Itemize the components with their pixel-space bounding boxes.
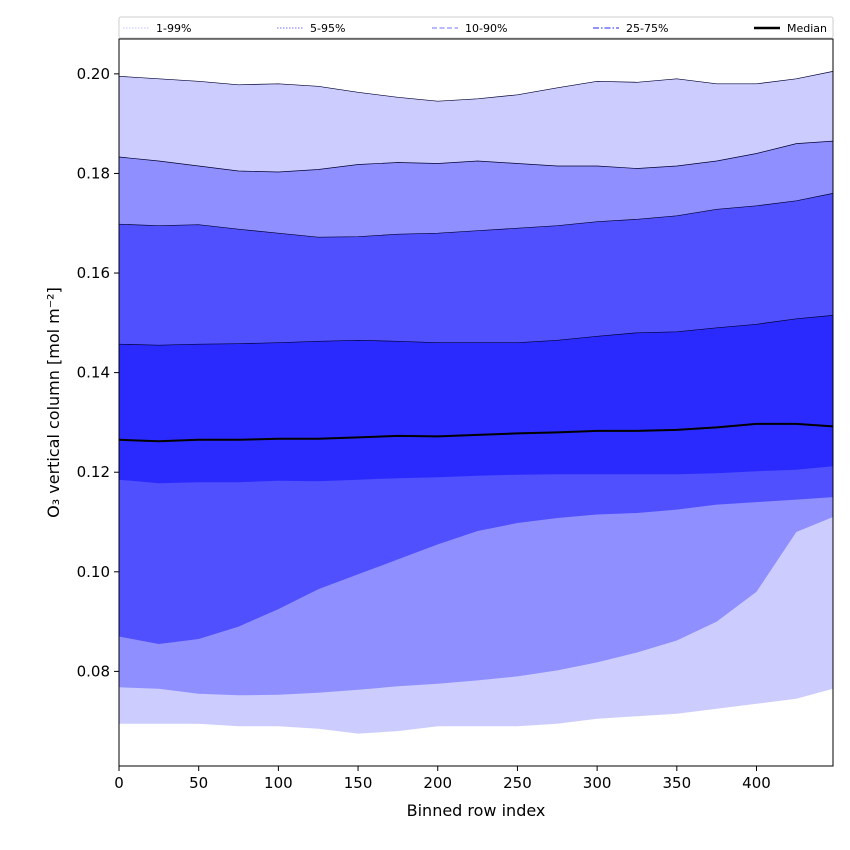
legend-label: 1-99%: [156, 22, 191, 35]
band-25-to-75: [119, 315, 833, 484]
x-axis-label: Binned row index: [407, 801, 546, 820]
x-tick-label: 150: [344, 774, 373, 792]
median-series: [118, 422, 834, 443]
x-tick-label: 100: [264, 774, 293, 792]
y-axis-label: O₃ vertical column [mol m⁻²]: [44, 287, 63, 518]
percentile-bands: [118, 71, 834, 734]
y-tick-label: 0.18: [77, 164, 110, 182]
plot-frame: [118, 38, 834, 767]
legend-label: 10-90%: [465, 22, 507, 35]
y-tick-label: 0.10: [77, 563, 110, 581]
y-axis: 0.08 0.10 0.12 0.14 0.16 0.18 0.20: [77, 65, 119, 680]
legend-label: Median: [787, 22, 827, 35]
band-upper-edge: [118, 315, 834, 346]
legend-box: [118, 16, 834, 39]
x-tick-label: 50: [189, 774, 208, 792]
x-tick-label: 250: [503, 774, 532, 792]
x-tick-label: 0: [114, 774, 124, 792]
band-upper-edge: [118, 140, 834, 173]
x-tick-label: 300: [583, 774, 612, 792]
x-axis: 0 50 100 150 200 250 300 350 400: [114, 766, 771, 792]
legend-label: 5-95%: [310, 22, 345, 35]
legend-label: 25-75%: [626, 22, 668, 35]
x-tick-label: 200: [423, 774, 452, 792]
legend: 1-99% 5-95% 10-90% 25-75% Median: [118, 16, 834, 39]
y-tick-label: 0.16: [77, 264, 110, 282]
x-tick-label: 350: [662, 774, 691, 792]
y-tick-label: 0.20: [77, 65, 110, 83]
y-tick-label: 0.08: [77, 662, 110, 680]
x-tick-label: 400: [742, 774, 771, 792]
y-tick-label: 0.12: [77, 463, 110, 481]
band-upper-edge: [118, 193, 834, 238]
band-upper-edge: [118, 71, 834, 102]
median-line: [118, 422, 834, 443]
y-tick-label: 0.14: [77, 364, 110, 382]
